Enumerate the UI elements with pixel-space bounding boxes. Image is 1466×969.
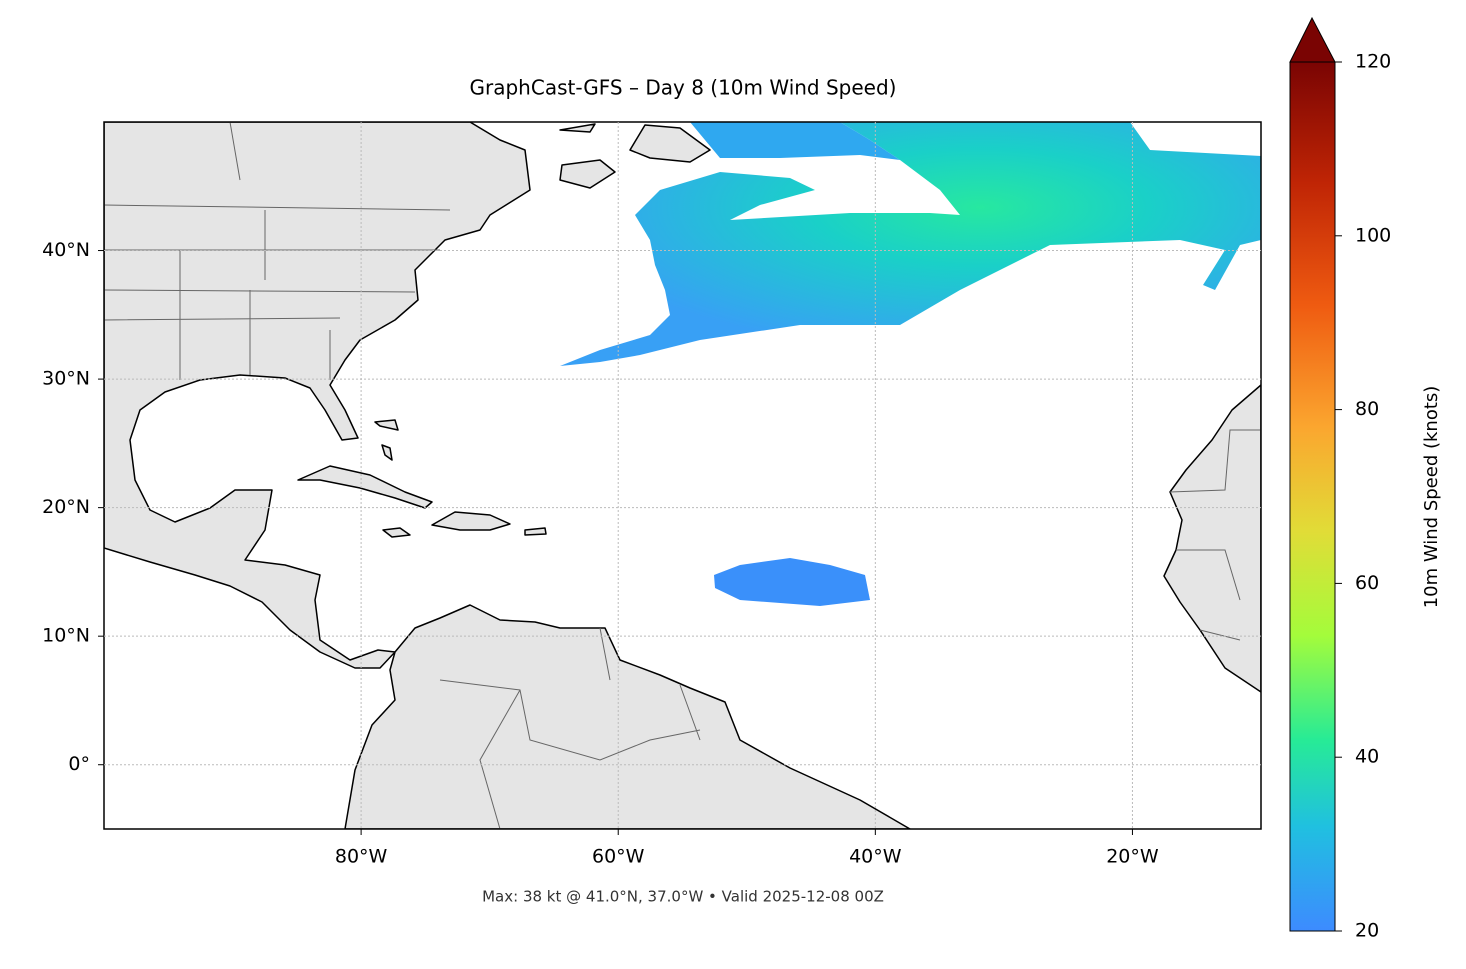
land-south-america — [344, 604, 911, 829]
wind-field — [714, 558, 870, 606]
colorbar-extend — [1289, 16, 1336, 63]
land-north-america — [104, 122, 531, 669]
y-tick-label: 20°N — [42, 496, 90, 518]
y-tick-label: 40°N — [42, 239, 90, 261]
colorbar-tick-label: 40 — [1355, 746, 1379, 768]
land-canada-north — [559, 123, 711, 163]
x-tick-label: 60°W — [592, 846, 645, 868]
colorbar-tick-label: 20 — [1355, 920, 1379, 942]
land-hispaniola — [431, 511, 511, 531]
map-frame — [103, 121, 1262, 830]
x-tick-label: 20°W — [1106, 846, 1159, 868]
chart-title: GraphCast-GFS – Day 8 (10m Wind Speed) — [470, 76, 897, 100]
land-bahamas — [374, 419, 399, 461]
land-africa — [1163, 384, 1261, 693]
x-tick-label: 40°W — [849, 846, 902, 868]
land-jamaica — [382, 527, 411, 538]
colorbar-bar — [1289, 61, 1336, 932]
footer-note: Max: 38 kt @ 41.0°N, 37.0°W • Valid 2025… — [482, 888, 884, 906]
colorbar — [1289, 16, 1336, 932]
wind-field — [690, 122, 900, 160]
colorbar-tick-label: 100 — [1355, 224, 1391, 246]
colorbar-tick-label: 120 — [1355, 51, 1391, 73]
y-tick-label: 0° — [68, 753, 90, 775]
y-tick-label: 10°N — [42, 625, 90, 647]
land-cuba — [297, 465, 433, 509]
map-area — [104, 122, 1261, 829]
land-puerto-rico — [524, 527, 547, 536]
colorbar-tick-label: 80 — [1355, 398, 1379, 420]
colorbar-label: 10m Wind Speed (knots) — [1421, 386, 1442, 609]
borders — [104, 122, 1261, 829]
x-tick-label: 80°W — [335, 846, 388, 868]
y-tick-label: 30°N — [42, 368, 90, 390]
colorbar-tick-label: 60 — [1355, 572, 1379, 594]
wind-field — [560, 122, 1261, 366]
land-newfoundland — [559, 159, 616, 189]
